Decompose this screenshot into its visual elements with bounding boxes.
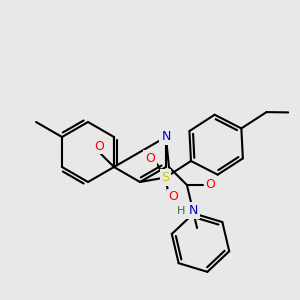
Text: O: O [145,152,155,164]
Text: O: O [206,178,215,191]
Text: N: N [188,204,198,217]
Text: H: H [177,206,185,215]
Text: N: N [161,130,171,143]
Text: O: O [206,178,215,191]
Text: O: O [169,190,178,203]
Text: S: S [161,171,170,184]
Text: S: S [161,171,169,184]
Text: O: O [94,140,104,152]
Text: H: H [177,206,185,215]
Text: O: O [145,152,155,164]
Text: N: N [161,130,171,143]
Text: O: O [169,190,178,203]
Text: N: N [188,204,198,217]
Text: O: O [94,140,104,152]
